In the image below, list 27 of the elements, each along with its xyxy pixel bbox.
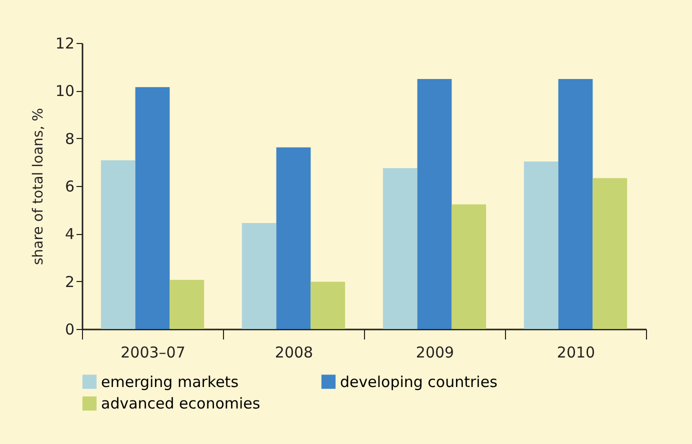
- y-tick-label: 12: [55, 34, 74, 52]
- y-axis-title: share of total loans, %: [30, 108, 46, 266]
- y-tick-label: 0: [64, 320, 74, 338]
- bar: [524, 161, 558, 329]
- y-tick-label: 8: [64, 130, 74, 148]
- bar: [382, 168, 418, 329]
- x-tick-label: 2008: [274, 344, 314, 362]
- legend-label: advanced economies: [101, 394, 260, 412]
- bar: [276, 147, 311, 329]
- y-tick-label: 6: [64, 178, 74, 196]
- bar: [592, 178, 628, 329]
- y-tick-label: 4: [64, 225, 74, 244]
- bar: [558, 78, 593, 329]
- bar: [242, 222, 276, 329]
- x-tick-label: 2010: [556, 344, 596, 362]
- y-tick-label: 2: [64, 272, 74, 291]
- legend-label: emerging markets: [101, 372, 239, 391]
- bar: [100, 160, 136, 329]
- x-tick-label: 2009: [416, 344, 454, 362]
- y-tick-label: 10: [55, 82, 74, 100]
- bar: [310, 282, 346, 329]
- bar: [135, 87, 170, 329]
- legend-label: developing countries: [340, 372, 498, 391]
- bar: [170, 280, 204, 329]
- bar: [417, 78, 452, 329]
- bar: [452, 204, 486, 329]
- x-tick-label: 2003–07: [120, 344, 186, 362]
